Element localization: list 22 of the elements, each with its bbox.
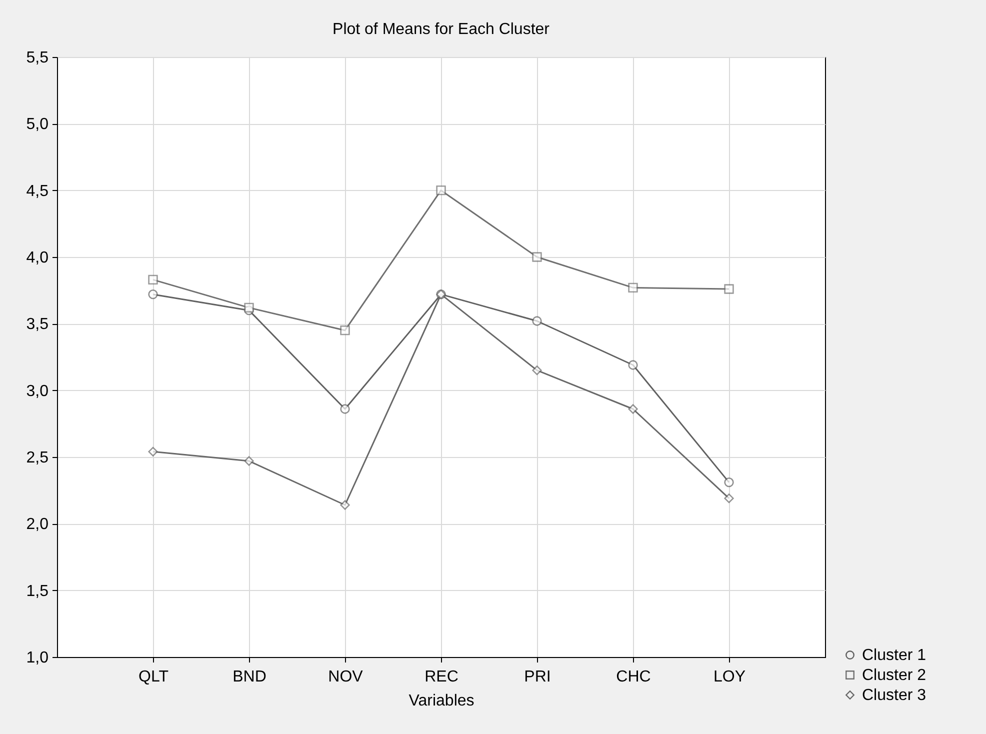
chart-title: Plot of Means for Each Cluster: [332, 21, 550, 38]
x-tick-label: CHC: [616, 668, 651, 686]
y-tick-label: 1,0: [26, 650, 49, 666]
x-tick-label: QLT: [138, 668, 169, 686]
x-axis-title: Variables: [408, 692, 474, 710]
y-tick-label: 3,5: [26, 316, 49, 334]
x-tick-label: LOY: [713, 668, 746, 686]
x-tick-label: PRI: [524, 668, 551, 686]
y-tick-label: 3,0: [26, 382, 49, 400]
y-tick-label: 4,5: [26, 182, 49, 200]
y-tick-label: 2,5: [26, 450, 49, 466]
y-tick-label: 5,0: [26, 116, 49, 134]
legend-label: Cluster 2: [862, 667, 926, 684]
x-tick-label: NOV: [328, 668, 364, 686]
legend-label: Cluster 3: [862, 687, 926, 704]
y-tick-label: 1,5: [26, 582, 49, 600]
legend-label: Cluster 1: [862, 647, 926, 664]
y-tick-label: 2,0: [26, 516, 49, 534]
x-tick-label: REC: [424, 668, 458, 686]
y-tick-label: 4,0: [26, 250, 49, 266]
y-tick-label: 5,5: [26, 50, 49, 66]
x-tick-label: BND: [232, 668, 266, 686]
